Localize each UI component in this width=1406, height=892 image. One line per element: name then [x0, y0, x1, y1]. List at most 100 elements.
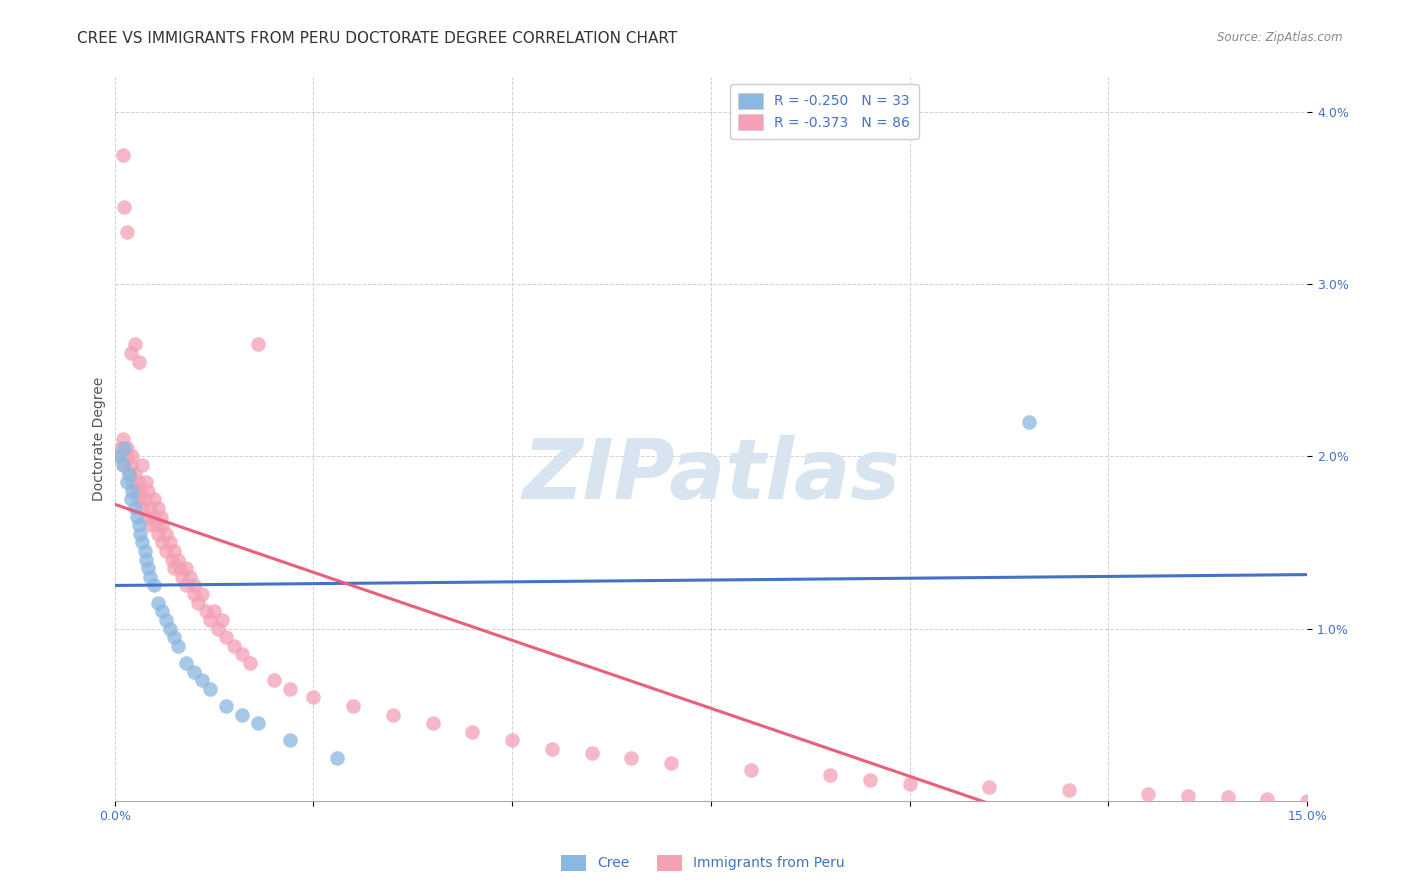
- Point: [198, 681, 221, 696]
- Point: [174, 578, 197, 592]
- Point: [263, 673, 285, 688]
- Point: [207, 622, 229, 636]
- Point: [187, 596, 209, 610]
- Point: [461, 724, 484, 739]
- Point: [620, 750, 643, 764]
- Point: [222, 639, 245, 653]
- Point: [174, 561, 197, 575]
- Point: [581, 746, 603, 760]
- Point: [155, 526, 177, 541]
- Point: [159, 622, 181, 636]
- Point: [111, 432, 134, 446]
- Point: [155, 613, 177, 627]
- Point: [195, 604, 218, 618]
- Point: [148, 526, 170, 541]
- Point: [124, 337, 146, 351]
- Point: [145, 518, 167, 533]
- Point: [120, 346, 142, 360]
- Point: [167, 552, 190, 566]
- Point: [1296, 794, 1319, 808]
- Point: [159, 535, 181, 549]
- Point: [179, 570, 201, 584]
- Point: [163, 561, 186, 575]
- Point: [131, 458, 153, 472]
- Point: [128, 354, 150, 368]
- Point: [278, 733, 301, 747]
- Point: [381, 707, 404, 722]
- Point: [115, 475, 138, 490]
- Point: [125, 483, 148, 498]
- Point: [124, 467, 146, 481]
- Point: [128, 518, 150, 533]
- Point: [231, 648, 253, 662]
- Point: [278, 681, 301, 696]
- Point: [1177, 789, 1199, 803]
- Point: [124, 500, 146, 515]
- Point: [120, 458, 142, 472]
- Point: [111, 148, 134, 162]
- Point: [128, 475, 150, 490]
- Point: [139, 518, 162, 533]
- Legend: R = -0.250   N = 33, R = -0.373   N = 86: R = -0.250 N = 33, R = -0.373 N = 86: [730, 85, 918, 138]
- Point: [326, 750, 349, 764]
- Point: [898, 776, 921, 790]
- Point: [1216, 790, 1239, 805]
- Point: [163, 544, 186, 558]
- Point: [150, 518, 173, 533]
- Point: [134, 492, 156, 507]
- Point: [131, 500, 153, 515]
- Point: [183, 587, 205, 601]
- Point: [342, 699, 364, 714]
- Point: [136, 483, 159, 498]
- Point: [118, 467, 141, 481]
- Point: [150, 604, 173, 618]
- Point: [111, 458, 134, 472]
- Point: [202, 604, 225, 618]
- Point: [129, 526, 152, 541]
- Point: [139, 570, 162, 584]
- Point: [215, 630, 238, 644]
- Point: [818, 768, 841, 782]
- Point: [231, 707, 253, 722]
- Point: [131, 535, 153, 549]
- Point: [246, 716, 269, 731]
- Point: [859, 773, 882, 788]
- Point: [150, 535, 173, 549]
- Text: ZIPatlas: ZIPatlas: [522, 434, 900, 516]
- Point: [128, 492, 150, 507]
- Point: [129, 483, 152, 498]
- Point: [107, 450, 129, 464]
- Point: [422, 716, 444, 731]
- Point: [135, 475, 157, 490]
- Point: [143, 492, 166, 507]
- Point: [163, 630, 186, 644]
- Point: [112, 441, 135, 455]
- Point: [215, 699, 238, 714]
- Point: [115, 450, 138, 464]
- Point: [125, 509, 148, 524]
- Point: [740, 763, 762, 777]
- Point: [191, 673, 214, 688]
- Point: [148, 500, 170, 515]
- Point: [183, 665, 205, 679]
- Point: [118, 467, 141, 481]
- Point: [501, 733, 523, 747]
- Point: [174, 656, 197, 670]
- Point: [149, 509, 172, 524]
- Point: [143, 509, 166, 524]
- Point: [191, 587, 214, 601]
- Point: [121, 483, 143, 498]
- Point: [1256, 792, 1278, 806]
- Point: [239, 656, 262, 670]
- Point: [979, 780, 1001, 794]
- Point: [120, 492, 142, 507]
- Point: [135, 509, 157, 524]
- Point: [167, 639, 190, 653]
- Point: [115, 441, 138, 455]
- Point: [155, 544, 177, 558]
- Point: [143, 578, 166, 592]
- Point: [110, 441, 132, 455]
- Legend: Cree, Immigrants from Peru: Cree, Immigrants from Peru: [555, 849, 851, 876]
- Point: [302, 690, 325, 705]
- Point: [169, 561, 191, 575]
